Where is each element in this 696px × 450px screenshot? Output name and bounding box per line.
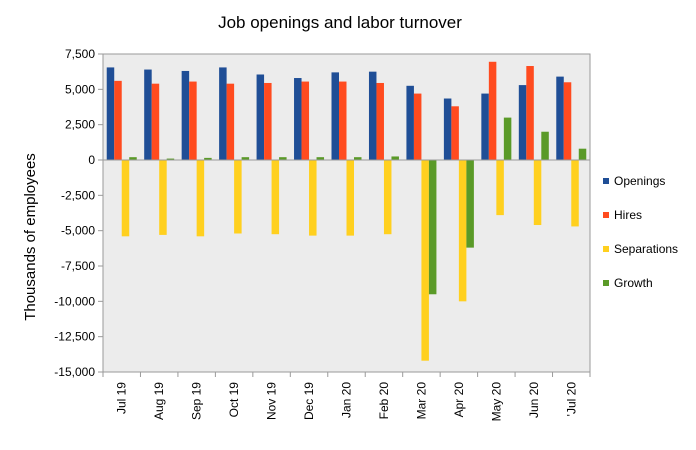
bar-growth-1: [166, 158, 175, 160]
bar-growth-5: [316, 157, 325, 160]
y-axis-ticks: 7,500 5,000 2,500 0 -2,500 -5,000 -7,500 -10,00…: [54, 47, 103, 379]
y-tick-label: 5,000: [65, 82, 95, 96]
bar-openings-7: [368, 71, 377, 160]
bar-growth-0: [129, 157, 137, 160]
y-tick-label: 0: [88, 153, 95, 167]
y-tick-label: -7,500: [61, 259, 95, 273]
x-tick-label: May 20: [489, 382, 503, 422]
x-tick-label: Oct 19: [227, 382, 241, 418]
legend-swatch-openings: [603, 178, 609, 184]
legend-label-growth: Growth: [614, 276, 653, 290]
x-tick-label: Aug 19: [152, 382, 166, 420]
bar-separations-11: [533, 160, 542, 226]
x-tick-label: Dec 19: [302, 382, 316, 420]
bar-separations-10: [496, 160, 504, 216]
bar-openings-4: [256, 74, 265, 160]
y-tick-label: 2,500: [65, 118, 95, 132]
bar-openings-6: [331, 72, 339, 160]
bar-growth-11: [541, 131, 549, 160]
y-tick-label: -15,000: [54, 365, 95, 379]
bar-separations-6: [346, 160, 354, 236]
bar-openings-5: [294, 78, 302, 160]
bar-hires-10: [488, 61, 497, 161]
bar-growth-12: [578, 148, 587, 160]
y-tick-label: 7,500: [65, 47, 95, 61]
bar-separations-3: [234, 160, 242, 234]
bar-openings-1: [144, 69, 152, 160]
bar-hires-2: [189, 81, 197, 160]
bar-hires-4: [264, 82, 272, 160]
bar-separations-4: [271, 160, 280, 235]
bar-separations-9: [458, 160, 467, 302]
x-tick-label: Jun 20: [527, 382, 541, 418]
bar-growth-10: [503, 117, 512, 160]
y-tick-label: -2,500: [61, 188, 95, 202]
x-tick-label: Sep 19: [190, 382, 204, 420]
bar-hires-6: [339, 81, 347, 160]
x-tick-label: 'Jul 20: [564, 382, 578, 417]
y-tick-label: -5,000: [61, 224, 95, 238]
bar-group: [106, 61, 587, 361]
bar-hires-8: [413, 93, 422, 160]
x-axis-ticks: Jul 19 Aug 19 Sep 19 Oct 19 Nov 19 Dec 19 Jan …: [102, 372, 591, 422]
bar-hires-11: [526, 66, 534, 160]
bar-hires-9: [451, 106, 459, 160]
bar-openings-3: [219, 67, 227, 160]
chart-title: Job openings and labor turnover: [218, 13, 462, 32]
bar-growth-3: [241, 157, 250, 160]
bar-growth-4: [279, 157, 287, 160]
legend-swatch-hires: [603, 212, 609, 218]
bar-openings-9: [443, 98, 452, 160]
x-tick-label: Jul 19: [115, 382, 129, 414]
bar-hires-12: [563, 82, 572, 160]
legend-swatch-growth: [603, 280, 609, 286]
legend-label-hires: Hires: [614, 208, 642, 222]
bar-separations-5: [309, 160, 317, 236]
legend-label-separations: Separations: [614, 242, 678, 256]
bar-openings-11: [518, 85, 527, 160]
bar-hires-3: [226, 83, 235, 160]
y-tick-label: -12,500: [54, 330, 95, 344]
bar-separations-0: [121, 160, 130, 237]
bar-openings-0: [106, 67, 115, 160]
legend-swatch-separations: [603, 246, 609, 252]
x-tick-label: Apr 20: [452, 382, 466, 418]
bar-openings-10: [481, 93, 489, 160]
y-axis-label: Thousands of employees: [22, 153, 39, 321]
bar-hires-7: [376, 82, 384, 160]
bar-hires-1: [151, 83, 160, 160]
bar-openings-8: [406, 85, 414, 160]
bar-separations-2: [196, 160, 205, 237]
bar-growth-6: [354, 157, 362, 160]
bar-openings-12: [556, 76, 564, 160]
x-tick-label: Jan 20: [340, 382, 354, 418]
bar-growth-7: [391, 156, 399, 160]
y-tick-label: -10,000: [54, 294, 95, 308]
bar-hires-0: [114, 80, 122, 160]
bar-growth-8: [428, 160, 437, 295]
bar-separations-1: [159, 160, 167, 235]
bar-separations-8: [421, 160, 429, 361]
bar-growth-9: [466, 160, 474, 248]
legend: Openings Hires Separations Growth: [603, 174, 678, 290]
bar-separations-7: [383, 160, 392, 235]
x-tick-label: Mar 20: [414, 382, 428, 420]
bar-growth-2: [204, 157, 212, 160]
x-tick-label: Nov 19: [265, 382, 279, 420]
legend-label-openings: Openings: [614, 174, 665, 188]
x-tick-label: Feb 20: [377, 382, 391, 420]
bar-hires-5: [301, 81, 310, 160]
bar-openings-2: [181, 70, 190, 160]
bar-separations-12: [571, 160, 579, 227]
